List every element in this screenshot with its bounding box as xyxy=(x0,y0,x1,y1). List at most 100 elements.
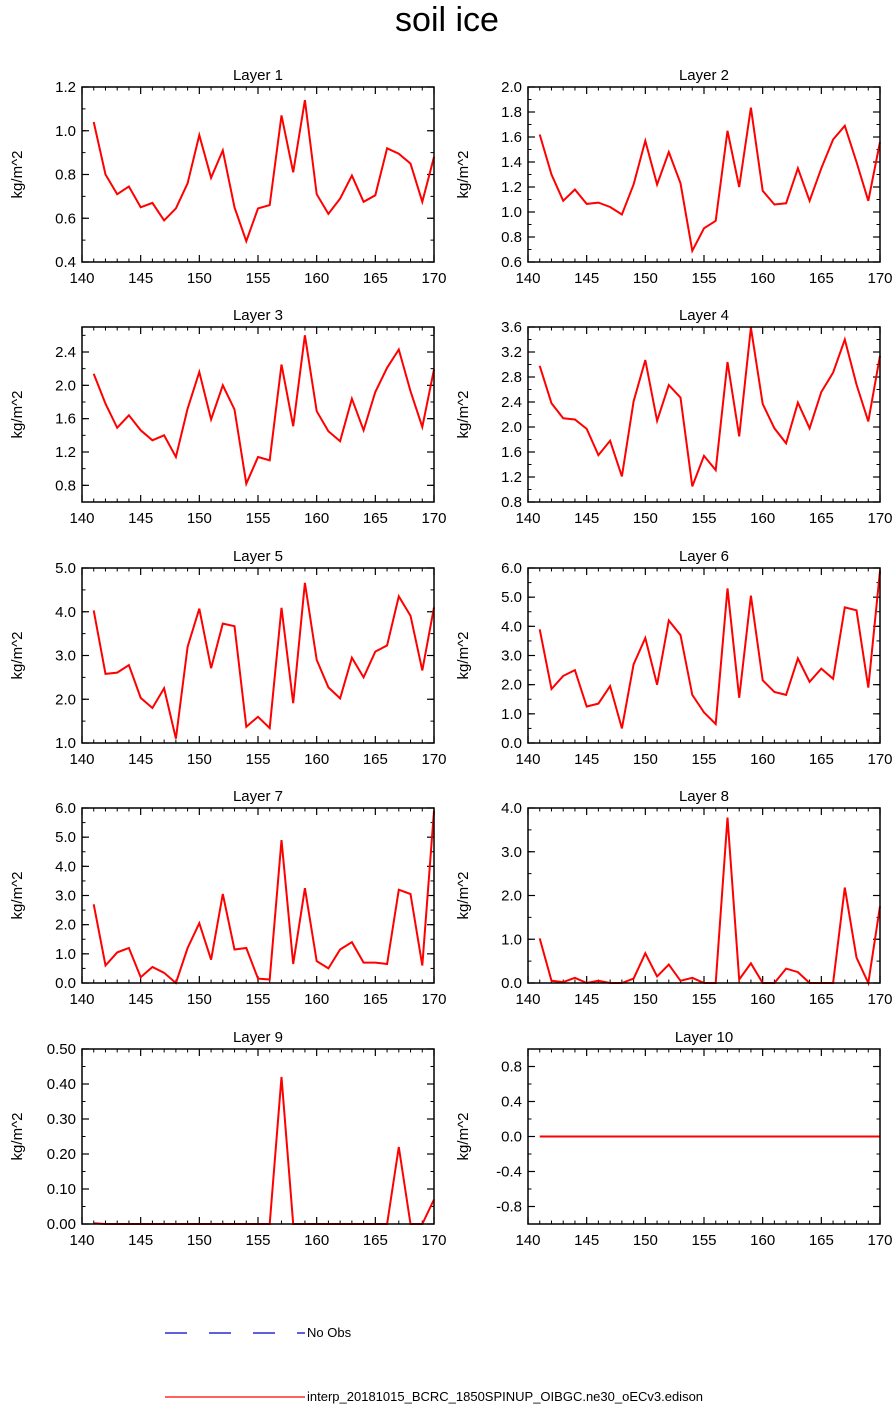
x-tick-label: 155 xyxy=(245,1232,270,1249)
x-tick-label: 170 xyxy=(421,991,446,1008)
y-tick-label: 1.0 xyxy=(501,204,522,221)
panel-layer-2: Layer 2 kg/m^2 140 145 150 155 160 165 170 0.6 0.8… xyxy=(455,67,893,287)
y-tick-label: 3.6 xyxy=(501,319,522,336)
plot-frame xyxy=(81,326,435,503)
y-tick-label: 0.0 xyxy=(501,975,522,992)
y-tick-label: 1.2 xyxy=(501,179,522,196)
y-tick-label: 5.0 xyxy=(501,589,522,606)
series-line xyxy=(538,570,881,729)
y-axis-label: kg/m^2 xyxy=(455,872,472,920)
panel-title: Layer 2 xyxy=(679,67,729,84)
y-tick-label: 1.4 xyxy=(501,154,522,171)
y-tick-label: 0.20 xyxy=(47,1146,76,1163)
plot-frame xyxy=(81,807,435,984)
y-tick-label: 1.8 xyxy=(501,104,522,121)
y-axis-label: kg/m^2 xyxy=(9,391,26,439)
y-tick-label: 0.6 xyxy=(501,254,522,271)
y-tick-label: 0.4 xyxy=(55,254,76,271)
y-tick-label: 1.2 xyxy=(55,79,76,96)
y-tick-label: 1.2 xyxy=(501,469,522,486)
y-tick-label: 4.0 xyxy=(501,618,522,635)
x-tick-label: 165 xyxy=(363,270,388,287)
x-tick-label: 165 xyxy=(809,751,834,768)
x-tick-label: 160 xyxy=(750,510,775,527)
x-tick-label: 150 xyxy=(633,510,658,527)
series-line xyxy=(538,817,881,987)
y-axis-label: kg/m^2 xyxy=(9,151,26,199)
y-tick-label: 0.10 xyxy=(47,1181,76,1198)
plot-frame xyxy=(81,1048,435,1225)
y-tick-label: 3.0 xyxy=(501,844,522,861)
plot-frame xyxy=(527,86,881,263)
plot-frame xyxy=(527,1048,881,1225)
x-tick-label: 160 xyxy=(750,1232,775,1249)
y-tick-label: 0.8 xyxy=(501,1059,522,1076)
x-tick-label: 155 xyxy=(691,510,716,527)
y-tick-label: 3.0 xyxy=(55,888,76,905)
y-tick-label: 2.0 xyxy=(501,677,522,694)
y-tick-label: 1.2 xyxy=(55,444,76,461)
x-tick-label: 145 xyxy=(574,751,599,768)
x-tick-label: 160 xyxy=(304,1232,329,1249)
panel-title: Layer 3 xyxy=(233,307,283,324)
y-tick-label: -0.8 xyxy=(496,1199,522,1216)
x-tick-label: 170 xyxy=(867,1232,892,1249)
x-tick-label: 165 xyxy=(363,991,388,1008)
x-tick-label: 170 xyxy=(867,751,892,768)
y-tick-label: 2.0 xyxy=(501,419,522,436)
plot-frame xyxy=(527,567,881,744)
x-tick-label: 140 xyxy=(69,751,94,768)
series-line xyxy=(92,99,435,245)
y-tick-label: 1.0 xyxy=(501,931,522,948)
y-axis-label: kg/m^2 xyxy=(455,1113,472,1161)
x-tick-label: 165 xyxy=(809,270,834,287)
panel-layer-4: Layer 4 kg/m^2 140 145 150 155 160 165 170 0.8 1.2… xyxy=(455,307,893,527)
y-tick-label: 4.0 xyxy=(55,858,76,875)
y-tick-label: -0.4 xyxy=(496,1164,522,1181)
legend-obs-line-icon xyxy=(165,1331,305,1334)
series-line xyxy=(538,107,881,254)
y-axis-label: kg/m^2 xyxy=(9,872,26,920)
x-tick-label: 140 xyxy=(69,270,94,287)
y-tick-label: 3.0 xyxy=(501,648,522,665)
x-tick-label: 140 xyxy=(515,991,540,1008)
y-tick-label: 2.0 xyxy=(55,691,76,708)
x-tick-label: 170 xyxy=(867,270,892,287)
x-tick-label: 160 xyxy=(304,510,329,527)
series-line xyxy=(93,1076,435,1225)
x-tick-label: 150 xyxy=(187,991,212,1008)
x-tick-label: 165 xyxy=(363,510,388,527)
x-tick-label: 145 xyxy=(574,991,599,1008)
panel-title: Layer 10 xyxy=(675,1029,733,1046)
legend-obs-label: No Obs xyxy=(307,1325,352,1340)
legend-model: interp_20181015_BCRC_1850SPINUP_OIBGC.ne… xyxy=(165,1389,703,1404)
x-tick-label: 155 xyxy=(245,510,270,527)
x-tick-label: 165 xyxy=(363,1232,388,1249)
y-tick-label: 1.6 xyxy=(501,444,522,461)
panel-title: Layer 8 xyxy=(679,788,729,805)
y-tick-label: 0.00 xyxy=(47,1216,76,1233)
y-axis-label: kg/m^2 xyxy=(9,1113,26,1161)
x-tick-label: 150 xyxy=(633,270,658,287)
x-tick-label: 170 xyxy=(421,751,446,768)
x-tick-label: 170 xyxy=(867,510,892,527)
x-tick-label: 145 xyxy=(574,270,599,287)
x-tick-label: 160 xyxy=(750,991,775,1008)
legend-obs: No Obs xyxy=(165,1325,351,1340)
y-tick-label: 4.0 xyxy=(55,604,76,621)
x-tick-label: 160 xyxy=(750,751,775,768)
y-tick-label: 1.0 xyxy=(55,735,76,752)
x-tick-label: 155 xyxy=(245,270,270,287)
y-tick-label: 3.0 xyxy=(55,648,76,665)
y-axis-label: kg/m^2 xyxy=(9,632,26,680)
charts-area: Layer 1 kg/m^2 140 145 150 155 160 165 170 0.4 0.6… xyxy=(9,67,893,1249)
x-tick-label: 155 xyxy=(691,991,716,1008)
panel-title: Layer 7 xyxy=(233,788,283,805)
x-tick-label: 165 xyxy=(809,991,834,1008)
panel-title: Layer 9 xyxy=(233,1029,283,1046)
x-tick-label: 150 xyxy=(187,1232,212,1249)
x-tick-label: 150 xyxy=(633,751,658,768)
panel-layer-8: Layer 8 kg/m^2 140 145 150 155 160 165 170 0.0 1.0… xyxy=(455,788,893,1008)
series-line xyxy=(538,327,881,487)
x-tick-label: 150 xyxy=(187,510,212,527)
